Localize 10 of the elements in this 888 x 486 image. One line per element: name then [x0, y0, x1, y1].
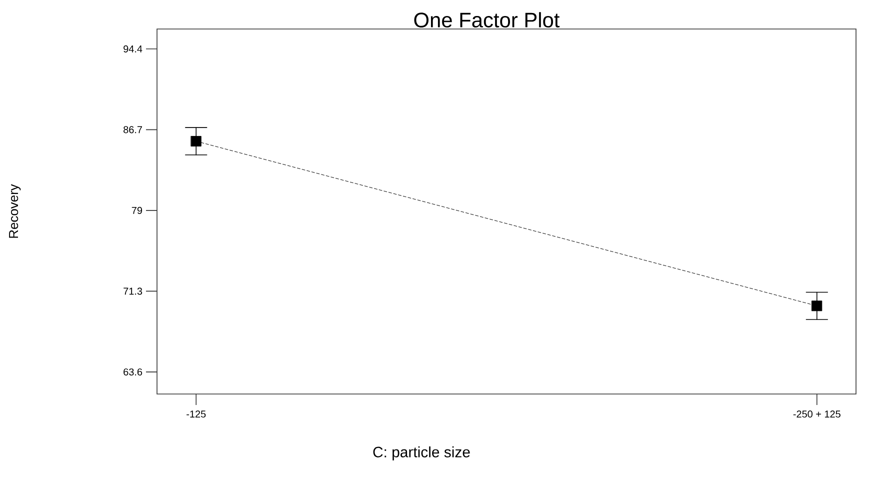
x-tick-label: -250 + 125 [793, 410, 840, 418]
y-tick-label: 79 [132, 206, 142, 214]
y-tick-label: 63.6 [124, 368, 142, 376]
x-axis-title: C: particle size [373, 446, 470, 460]
y-tick-label: 86.7 [124, 126, 142, 134]
x-tick-label: -125 [186, 410, 206, 418]
y-tick-label: 71.3 [124, 288, 142, 295]
chart-title: One Factor Plot [414, 12, 560, 28]
y-axis-title: Recovery [9, 184, 21, 238]
y-tick-label: 94.4 [124, 45, 142, 52]
